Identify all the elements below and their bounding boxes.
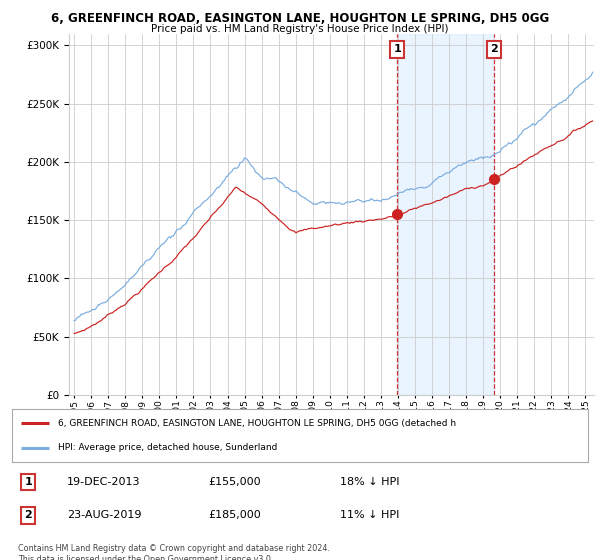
Bar xyxy=(397,34,494,395)
Text: 6, GREENFINCH ROAD, EASINGTON LANE, HOUGHTON LE SPRING, DH5 0GG: 6, GREENFINCH ROAD, EASINGTON LANE, HOUG… xyxy=(51,12,549,25)
Text: 11% ↓ HPI: 11% ↓ HPI xyxy=(340,511,400,520)
Text: 23-AUG-2019: 23-AUG-2019 xyxy=(67,511,141,520)
Text: 2: 2 xyxy=(490,44,497,54)
Text: HPI: Average price, detached house, Sunderland: HPI: Average price, detached house, Sund… xyxy=(58,443,277,452)
Text: Price paid vs. HM Land Registry's House Price Index (HPI): Price paid vs. HM Land Registry's House … xyxy=(151,24,449,34)
Text: 19-DEC-2013: 19-DEC-2013 xyxy=(67,477,140,487)
Text: 2: 2 xyxy=(24,511,32,520)
Text: 6, GREENFINCH ROAD, EASINGTON LANE, HOUGHTON LE SPRING, DH5 0GG (detached h: 6, GREENFINCH ROAD, EASINGTON LANE, HOUG… xyxy=(58,419,456,428)
Text: Contains HM Land Registry data © Crown copyright and database right 2024.
This d: Contains HM Land Registry data © Crown c… xyxy=(18,544,330,560)
Text: 18% ↓ HPI: 18% ↓ HPI xyxy=(340,477,400,487)
Text: £155,000: £155,000 xyxy=(208,477,260,487)
Text: 1: 1 xyxy=(24,477,32,487)
Text: £185,000: £185,000 xyxy=(208,511,260,520)
Text: 1: 1 xyxy=(394,44,401,54)
